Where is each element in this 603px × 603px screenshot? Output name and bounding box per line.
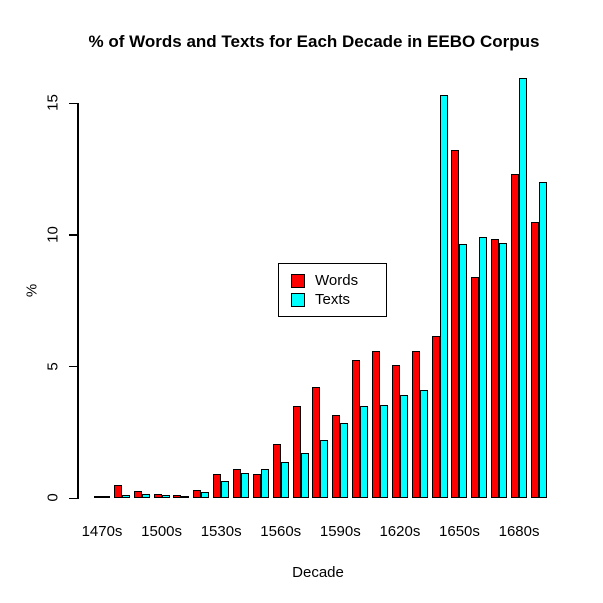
y-tick-mark	[69, 234, 77, 236]
bar-words-1590s	[332, 415, 341, 499]
bar-texts-1480s	[121, 495, 130, 499]
x-tick-label-1560s: 1560s	[260, 523, 302, 540]
y-tick-label: 0	[44, 493, 62, 502]
y-tick-label: 5	[44, 361, 62, 371]
bar-texts-1530s	[221, 481, 230, 499]
bar-words-1480s	[113, 485, 122, 499]
x-tick-label-1590s: 1590s	[319, 523, 361, 540]
texts-swatch-icon	[291, 292, 305, 307]
bar-texts-1640s	[439, 95, 448, 499]
bar-texts-1620s	[399, 395, 408, 499]
bar-texts-1630s	[419, 390, 428, 499]
bar-words-1580s	[312, 387, 321, 499]
bar-texts-1680s	[519, 78, 528, 499]
bar-words-1620s	[391, 365, 400, 499]
bar-words-1600s	[352, 360, 361, 499]
bar-words-1610s	[372, 351, 381, 499]
x-tick-label-1680s: 1680s	[498, 523, 540, 540]
bar-words-1650s	[451, 150, 460, 499]
bar-words-1470s	[94, 496, 102, 499]
words-swatch-icon	[291, 273, 305, 288]
bar-texts-1500s	[161, 495, 170, 499]
bar-texts-1650s	[459, 244, 468, 499]
bar-texts-1560s	[280, 462, 289, 499]
y-axis-title: %	[23, 283, 41, 298]
x-tick-label-1470s: 1470s	[81, 523, 123, 540]
x-tick-label-1500s: 1500s	[141, 523, 183, 540]
bar-texts-1590s	[340, 423, 349, 499]
y-tick-mark	[69, 102, 77, 105]
x-tick-label-1620s: 1620s	[379, 523, 421, 540]
y-tick-label: 15	[44, 94, 62, 112]
bar-texts-1510s	[181, 496, 190, 499]
bar-texts-1610s	[380, 405, 389, 499]
bar-words-1670s	[491, 239, 500, 499]
x-tick-label-1650s: 1650s	[439, 523, 480, 540]
y-axis-line	[77, 103, 79, 499]
bar-words-1560s	[272, 444, 281, 499]
bar-words-1490s	[133, 491, 142, 499]
bar-words-1630s	[411, 351, 420, 499]
bar-texts-1490s	[141, 494, 150, 499]
bar-texts-1670s	[499, 243, 508, 499]
bar-words-1540s	[233, 469, 242, 499]
bar-words-1570s	[292, 406, 301, 499]
bar-words-1530s	[213, 474, 222, 499]
y-tick-label: 10	[44, 226, 62, 243]
bar-texts-1580s	[320, 440, 329, 499]
bar-words-1510s	[173, 495, 182, 499]
bar-texts-1690s	[538, 182, 547, 499]
bar-words-1690s	[530, 222, 539, 499]
legend-row-texts: Texts	[291, 290, 386, 309]
y-tick-mark	[69, 365, 77, 368]
bar-texts-1600s	[360, 406, 369, 499]
bar-words-1640s	[431, 336, 440, 499]
chart-title: % of Words and Texts for Each Decade in …	[88, 32, 540, 51]
bar-words-1680s	[511, 174, 520, 499]
legend-label-words: Words	[315, 272, 359, 289]
legend-row-words: Words	[291, 271, 386, 290]
bar-texts-1550s	[260, 469, 269, 499]
bar-words-1500s	[153, 494, 162, 499]
bar-words-1660s	[471, 277, 480, 499]
legend: Words Texts	[278, 263, 387, 317]
x-axis-title: Decade	[292, 564, 344, 581]
bar-texts-1570s	[300, 453, 309, 499]
bar-texts-1540s	[241, 473, 250, 499]
legend-label-texts: Texts	[315, 291, 351, 308]
bar-texts-1470s	[102, 496, 110, 499]
x-tick-label-1530s: 1530s	[200, 523, 242, 540]
bar-texts-1660s	[479, 237, 488, 499]
bar-texts-1520s	[201, 492, 210, 499]
bar-words-1550s	[252, 474, 261, 499]
bar-words-1520s	[193, 490, 202, 499]
y-tick-mark	[69, 497, 77, 500]
